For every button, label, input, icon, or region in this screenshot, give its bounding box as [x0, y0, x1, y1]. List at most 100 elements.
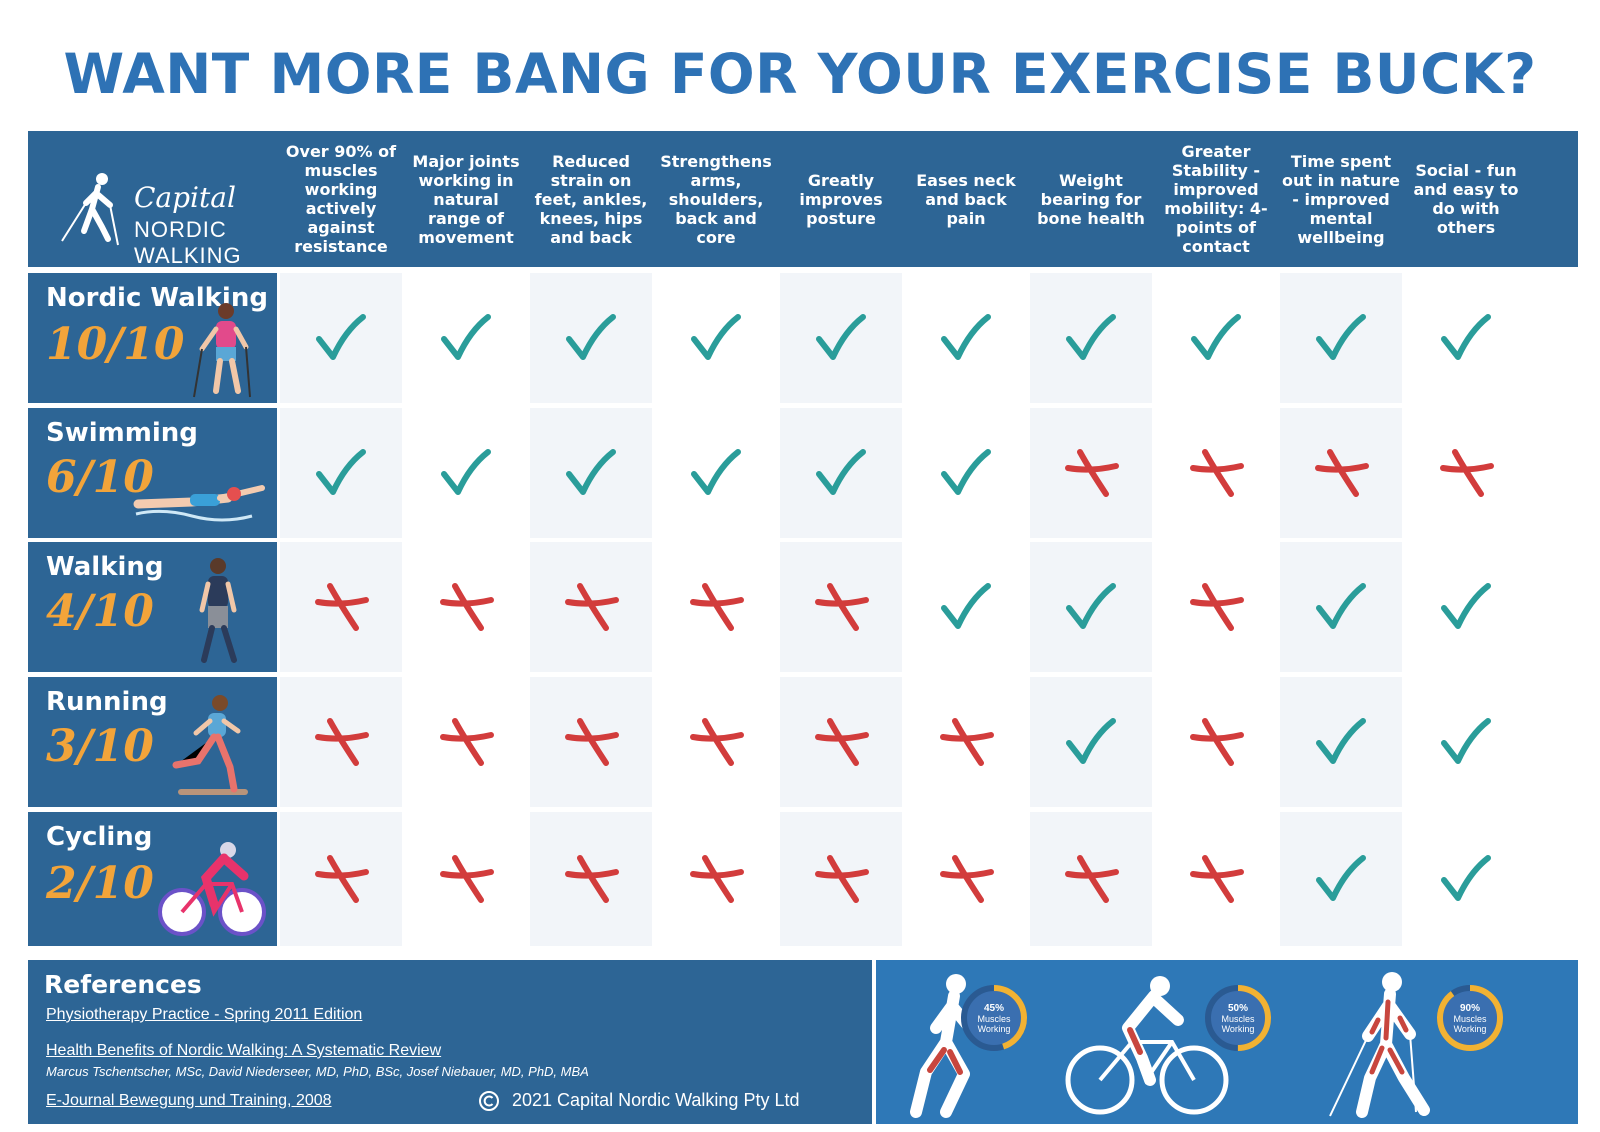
rating-cell — [655, 677, 777, 807]
check-mark-icon — [1316, 583, 1366, 629]
references-title: References — [44, 970, 202, 999]
row-label-running: Running 3/10 — [28, 677, 277, 807]
check-mark-icon — [316, 449, 366, 495]
check-mark-icon — [1066, 314, 1116, 360]
rating-cell — [530, 273, 652, 403]
check-mark-icon — [941, 449, 991, 495]
page-title: WANT MORE BANG FOR YOUR EXERCISE BUCK? — [63, 42, 1537, 106]
rating-cell — [655, 408, 777, 538]
column-header: Major joints working in natural range of… — [412, 151, 520, 247]
exercise-score: 10/10 — [46, 319, 185, 370]
column-header: Eases neck and back pain — [916, 170, 1016, 228]
rating-cell — [1030, 812, 1152, 946]
walker-icon — [199, 558, 237, 663]
rating-cell — [1155, 677, 1277, 807]
rating-cell — [1155, 812, 1277, 946]
cross-mark-icon — [940, 718, 994, 766]
exercise-name: Running — [46, 687, 168, 717]
rating-cell — [1280, 542, 1402, 672]
exercise-score: 6/10 — [46, 452, 154, 503]
check-mark-icon — [1066, 718, 1116, 764]
swimmer-icon — [133, 485, 265, 522]
rating-cell — [905, 812, 1027, 946]
check-mark-icon — [1316, 314, 1366, 360]
header-band: Capital NORDIC WALKING Over 90% of muscl… — [28, 131, 1578, 268]
check-mark-icon — [441, 449, 491, 495]
reference-link-systematic-review[interactable]: Health Benefits of Nordic Walking: A Sys… — [46, 1042, 442, 1059]
muscle-percentage-ring-icon — [1205, 985, 1271, 1051]
rating-cell — [1155, 408, 1277, 538]
rating-cell — [1405, 273, 1527, 403]
rating-cell — [1155, 273, 1277, 403]
runner-anatomy-icon — [910, 974, 988, 1118]
rating-cell — [1030, 677, 1152, 807]
row-label-walking: Walking 4/10 — [28, 542, 277, 672]
check-mark-icon — [816, 449, 866, 495]
rating-cell — [1030, 542, 1152, 672]
cross-mark-icon — [690, 583, 744, 631]
rating-cell — [1405, 812, 1527, 946]
rating-cell — [280, 542, 402, 672]
rating-cell — [780, 273, 902, 403]
cross-mark-icon — [1190, 855, 1244, 903]
rating-cell — [1030, 273, 1152, 403]
rating-cell — [280, 408, 402, 538]
muscle-percentage-ring-icon — [1437, 985, 1503, 1051]
reference-authors: Marcus Tschentscher, MSc, David Niederse… — [46, 1064, 589, 1079]
reference-link-physiotherapy[interactable]: Physiotherapy Practice - Spring 2011 Edi… — [46, 1006, 363, 1023]
cross-mark-icon — [690, 855, 744, 903]
rating-cell — [280, 677, 402, 807]
references-panel: References Physiotherapy Practice - Spri… — [28, 960, 872, 1124]
cross-mark-icon — [1190, 583, 1244, 631]
logo-text-capital: Capital — [134, 181, 236, 214]
nordic-walker-anatomy-icon — [1329, 972, 1430, 1118]
cross-mark-icon — [815, 718, 869, 766]
rating-cell — [780, 677, 902, 807]
check-mark-icon — [1441, 718, 1491, 764]
cross-mark-icon — [940, 855, 994, 903]
cross-mark-icon — [440, 718, 494, 766]
rating-cell — [905, 677, 1027, 807]
column-header: Greatly improves posture — [799, 170, 883, 228]
column-header: Reduced strain on feet, ankles, knees, h… — [534, 151, 648, 247]
column-header: Greater Stability - improved mobility: 4… — [1164, 142, 1268, 256]
rating-cell — [905, 408, 1027, 538]
cross-mark-icon — [440, 583, 494, 631]
reference-link-ejournal[interactable]: E-Journal Bewegung und Training, 2008 — [46, 1092, 332, 1109]
exercise-score: 2/10 — [46, 858, 154, 909]
rating-cell — [530, 812, 652, 946]
runner-icon — [172, 695, 248, 795]
column-header: Time spent out in nature - improved ment… — [1282, 151, 1401, 247]
rating-cell — [405, 677, 527, 807]
rating-cell — [905, 542, 1027, 672]
rating-cell — [405, 812, 527, 946]
copyright-text: 2021 Capital Nordic Walking Pty Ltd — [512, 1090, 800, 1110]
cross-mark-icon — [315, 718, 369, 766]
check-mark-icon — [941, 583, 991, 629]
check-mark-icon — [1066, 583, 1116, 629]
check-mark-icon — [816, 314, 866, 360]
rating-cell — [1405, 677, 1527, 807]
check-mark-icon — [1441, 855, 1491, 901]
rating-cell — [405, 273, 527, 403]
rating-cell — [1405, 408, 1527, 538]
cross-mark-icon — [1065, 449, 1119, 497]
column-header: Over 90% of muscles working actively aga… — [285, 142, 397, 256]
cross-mark-icon — [815, 855, 869, 903]
cross-mark-icon — [1065, 855, 1119, 903]
rating-cell — [1280, 408, 1402, 538]
rating-cell — [655, 273, 777, 403]
rating-cell — [655, 542, 777, 672]
rating-cell — [905, 273, 1027, 403]
cross-mark-icon — [1190, 718, 1244, 766]
row-label-swimming: Swimming 6/10 — [28, 408, 277, 538]
rating-cell — [780, 542, 902, 672]
check-mark-icon — [1316, 718, 1366, 764]
rating-cell — [280, 273, 402, 403]
check-mark-icon — [1191, 314, 1241, 360]
cross-mark-icon — [815, 583, 869, 631]
cross-mark-icon — [1190, 449, 1244, 497]
column-header: Social - fun and easy to do with others — [1413, 161, 1519, 237]
rating-cell — [1030, 408, 1152, 538]
cross-mark-icon — [565, 718, 619, 766]
